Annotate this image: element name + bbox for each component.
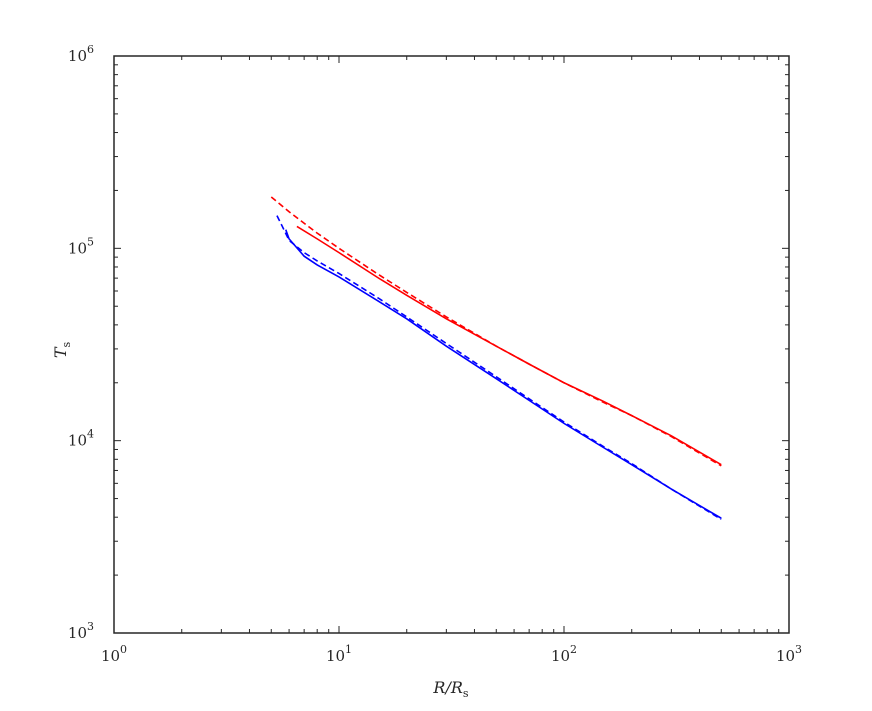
series-line-2 xyxy=(296,225,722,466)
x-tick-label: 100 xyxy=(101,643,127,665)
y-axis-label-sub: s xyxy=(60,341,73,347)
series-layer xyxy=(270,196,722,521)
x-tick-label: 103 xyxy=(776,643,802,665)
x-tick-label: 101 xyxy=(326,643,352,665)
x-tick-labels: 100 101 102 103 xyxy=(101,643,802,665)
y-tick-labels: 103 104 105 106 xyxy=(68,43,94,642)
y-tick-label: 104 xyxy=(68,428,94,450)
x-axis-label-main: R/R xyxy=(432,678,462,697)
y-tick-label: 106 xyxy=(68,43,94,65)
series-line-3 xyxy=(276,215,722,521)
x-tick-label: 102 xyxy=(551,643,577,665)
y-axis-label-main: T xyxy=(51,346,70,358)
y-tick-label: 105 xyxy=(68,235,94,257)
plot-frame xyxy=(113,55,790,634)
y-tick-label: 103 xyxy=(68,620,94,642)
series-line-4 xyxy=(285,229,722,519)
x-axis-label-sub: s xyxy=(463,687,469,700)
y-axis-label: Ts xyxy=(51,341,73,358)
x-axis-label: R/Rs xyxy=(432,678,468,700)
plot-area xyxy=(114,56,789,633)
